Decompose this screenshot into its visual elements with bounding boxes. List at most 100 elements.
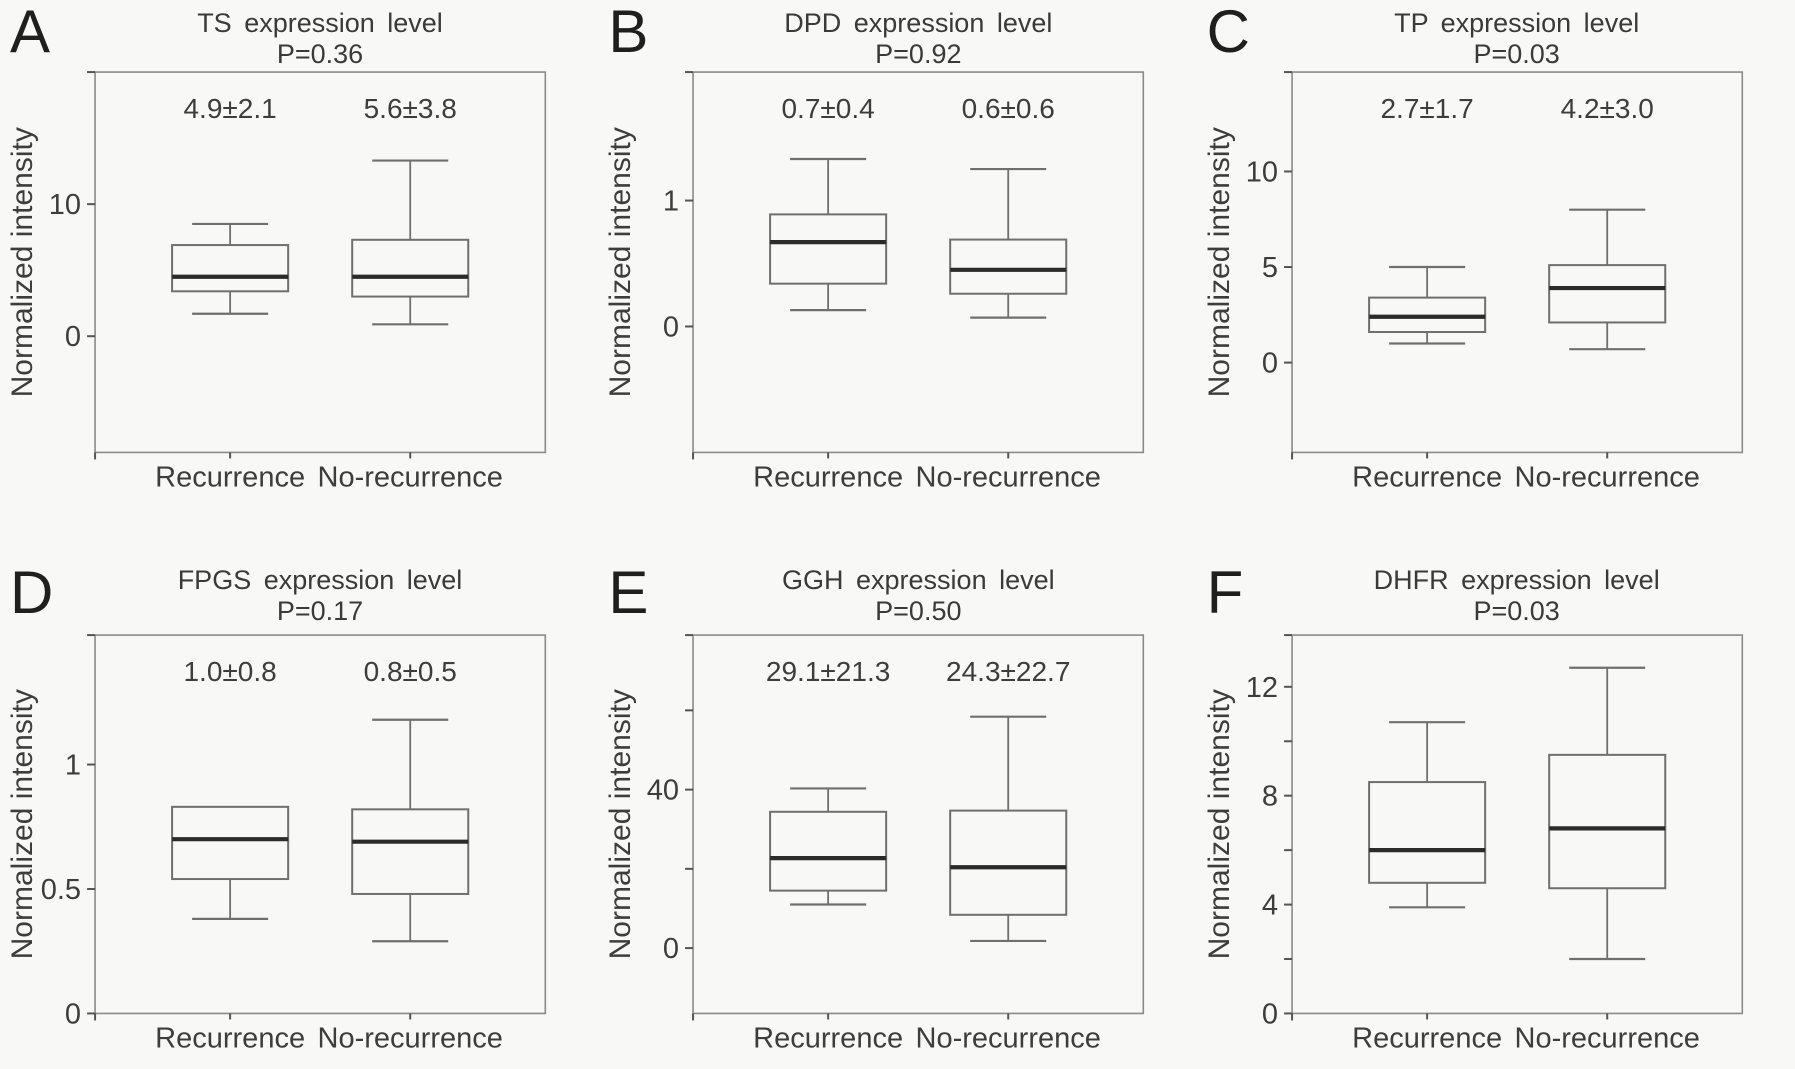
mean-sd-label: 4.2±3.0	[1560, 93, 1653, 124]
y-axis: 01	[663, 71, 694, 343]
category-label: Recurrence	[753, 1022, 903, 1054]
iqr-box	[949, 809, 1068, 916]
plot-frame	[94, 71, 547, 454]
category-label: Recurrence	[155, 1022, 305, 1054]
panel-pvalue: P=0.17	[276, 595, 364, 626]
category-label: Recurrence	[155, 461, 305, 493]
boxplot-svg: 0 0.5 1 Normalized intensity Recurrence No-re…	[6, 633, 547, 1054]
panel-letter-A: A	[10, 0, 52, 65]
box-recurrence	[1367, 720, 1486, 908]
y-axis: 0 40	[647, 633, 694, 965]
panel-title: TS expression level	[197, 8, 443, 38]
boxplot-svg: 0 5 10 Normalized intensity Recurrence No-rec…	[1203, 71, 1743, 493]
category-label: Recurrence	[753, 461, 903, 493]
panel-pvalue: P=0.03	[1473, 595, 1560, 626]
y-tick-label: 0	[65, 998, 81, 1030]
iqr-box	[171, 244, 290, 293]
y-tick-label: 0	[663, 933, 679, 965]
mean-sd-label: 0.8±0.5	[364, 656, 457, 687]
box-recurrence	[769, 157, 888, 312]
category-label: No-recurrence	[1514, 1022, 1699, 1054]
category-label: No-recurrence	[1514, 461, 1699, 493]
category-label: No-recurrence	[318, 1022, 503, 1054]
y-axis-title: Normalized intensity	[1203, 689, 1236, 959]
y-tick-label: 10	[49, 189, 81, 221]
category-label: Recurrence	[1352, 461, 1502, 493]
iqr-box	[171, 805, 290, 880]
y-axis: 0 4 8 12	[1245, 633, 1292, 1030]
box-recurrence	[171, 222, 290, 315]
panel-head-E: GGH expression level P=0.50	[693, 565, 1143, 627]
plot-frame	[692, 633, 1145, 1014]
panel-pvalue: P=0.36	[276, 39, 364, 70]
y-tick-label: 0	[65, 321, 81, 353]
panel-D: D FPGS expression level P=0.17 0 0.5 1 Norm…	[0, 535, 598, 1069]
panel-B: B DPD expression level P=0.92 0 1 Normaliz…	[598, 0, 1196, 535]
plot-frame	[1290, 633, 1743, 1014]
y-axis-title: Normalized intensity	[6, 689, 39, 959]
panel-head-A: TS expression level P=0.36	[95, 8, 545, 70]
y-tick-label: 0.5	[41, 873, 81, 905]
panel-title: DHFR expression level	[1373, 564, 1660, 595]
plot-frame	[692, 71, 1145, 454]
box-no-recurrence	[1547, 666, 1666, 960]
panel-title: GGH expression level	[782, 564, 1055, 595]
panel-pvalue: P=0.92	[875, 39, 962, 70]
y-tick-label: 0	[1262, 998, 1278, 1030]
y-tick-label: 5	[1262, 252, 1278, 284]
box-no-recurrence	[351, 159, 470, 326]
boxplot-chart-E: 0 40 Normalized intensity Recurrence No-recu…	[598, 535, 1196, 1069]
panel-letter-C: C	[1206, 0, 1251, 65]
boxplot-svg: 01 Normalized intensity Recurrence No-recur…	[604, 71, 1145, 493]
mean-sd-label: 1.0±0.8	[183, 656, 276, 687]
y-axis-title: Normalized intensity	[6, 127, 39, 397]
plot-frame	[94, 633, 547, 1014]
boxplot-chart-A: 0 10 Normalized intensity Recurrence No-recu…	[0, 0, 598, 535]
panel-letter-D: D	[10, 558, 55, 626]
panel-F: F DHFR expression level P=0.03 0 4 8 12 Norm…	[1197, 535, 1795, 1069]
panel-head-F: DHFR expression level P=0.03	[1292, 565, 1742, 627]
iqr-box	[769, 810, 888, 892]
panel-pvalue: P=0.03	[1473, 39, 1560, 70]
panel-title: DPD expression level	[784, 8, 1053, 38]
panel-letter-B: B	[608, 0, 650, 65]
panel-title: TP expression level	[1394, 8, 1640, 38]
iqr-box	[1547, 753, 1666, 889]
mean-sd-label: 0.7±0.4	[782, 93, 875, 124]
iqr-box	[949, 238, 1068, 295]
mean-sd-label: 5.6±3.8	[364, 93, 457, 124]
panel-pvalue: P=0.50	[875, 595, 962, 626]
y-tick-label: 12	[1245, 671, 1277, 703]
boxplot-chart-F: 0 4 8 12 Normalized intensity Recurrence No-re…	[1197, 535, 1795, 1069]
boxplot-chart-D: 0 0.5 1 Normalized intensity Recurrence No-re…	[0, 535, 598, 1069]
boxplot-svg: 0 4 8 12 Normalized intensity Recurrence No-re…	[1203, 633, 1743, 1054]
box-recurrence	[769, 786, 888, 906]
y-tick-label: 0	[1262, 348, 1278, 380]
category-label: No-recurrence	[916, 1022, 1101, 1054]
y-axis: 0 5 10	[1245, 71, 1292, 380]
boxplot-chart-C: 0 5 10 Normalized intensity Recurrence No-rec…	[1197, 0, 1795, 535]
iqr-box	[351, 807, 470, 895]
iqr-box	[1547, 264, 1666, 324]
panel-head-B: DPD expression level P=0.92	[693, 8, 1143, 70]
mean-sd-label: 24.3±22.7	[946, 656, 1070, 687]
y-tick-label: 4	[1262, 889, 1278, 921]
boxplot-chart-B: 0 1 Normalized intensity Recurrence No-recur…	[598, 0, 1196, 535]
category-label: Recurrence	[1352, 1022, 1502, 1054]
box-no-recurrence	[949, 167, 1068, 319]
panel-E: E GGH expression level P=0.50 0 40 Normali…	[598, 535, 1196, 1069]
category-label: No-recurrence	[916, 461, 1101, 493]
y-tick-label: 1	[65, 749, 81, 781]
category-label: No-recurrence	[318, 461, 503, 493]
y-axis-title: Normalized intensity	[604, 127, 637, 397]
panel-title: FPGS expression level	[177, 564, 463, 595]
plot-frame	[1290, 71, 1743, 454]
y-tick-label: 40	[647, 774, 679, 806]
iqr-box	[769, 213, 888, 285]
box-no-recurrence	[949, 715, 1068, 942]
mean-sd-label: 2.7±1.7	[1380, 93, 1473, 124]
boxplot-svg: 0 10 Normalized intensity Recurrence No-recu…	[6, 71, 547, 493]
boxplot-svg: 0 40 Normalized intensity Recurrence No-recu…	[604, 633, 1145, 1054]
box-recurrence	[171, 805, 290, 920]
